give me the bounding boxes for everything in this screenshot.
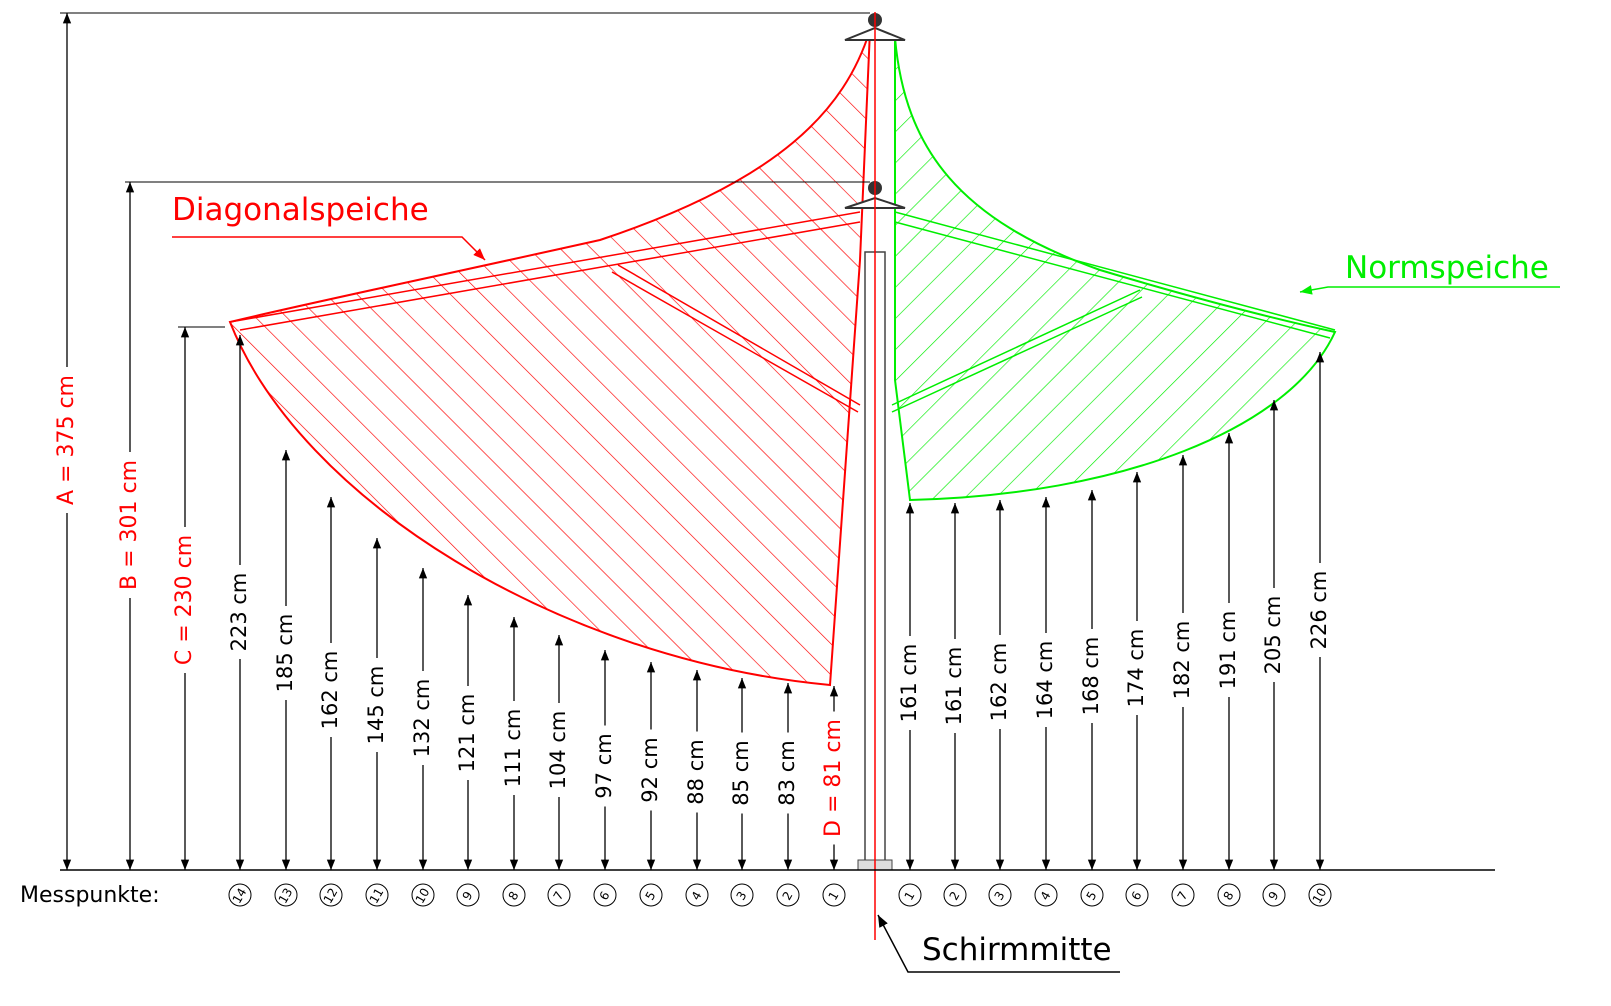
dimension-label: 226 cm — [1307, 571, 1331, 650]
point-marker — [639, 883, 663, 907]
point-number: 6 — [597, 889, 613, 903]
point-marker — [1308, 883, 1332, 907]
point-number: 6 — [1129, 889, 1145, 903]
dimension-label: 111 cm — [501, 709, 525, 788]
point-number: 7 — [1175, 889, 1191, 903]
dimension-label: 174 cm — [1124, 629, 1148, 708]
point-marker — [593, 883, 617, 907]
point-number: 1 — [826, 889, 842, 903]
norm-label: Normspeiche — [1345, 250, 1549, 286]
dimension-label: 185 cm — [273, 614, 297, 693]
point-number: 4 — [689, 889, 705, 903]
point-marker — [730, 883, 754, 907]
leader — [877, 914, 1120, 973]
dimension-label: 88 cm — [684, 739, 708, 804]
point-number: 8 — [506, 889, 522, 903]
dimension-label: B = 301 cm — [117, 460, 142, 590]
dimension-label: C = 230 cm — [172, 535, 197, 665]
dimension-label: 83 cm — [775, 740, 799, 805]
point-number: 2 — [947, 889, 963, 903]
point-marker — [776, 883, 800, 907]
points-title: Messpunkte: — [20, 883, 160, 908]
point-marker — [456, 883, 480, 907]
point-marker — [1262, 883, 1286, 907]
point-marker — [1217, 883, 1241, 907]
point-number: 7 — [551, 889, 567, 903]
point-number: 14 — [230, 886, 250, 906]
dimension-label: 145 cm — [364, 666, 388, 745]
point-marker — [228, 883, 252, 907]
dimension-label: 104 cm — [546, 711, 570, 790]
point-number: 4 — [1038, 889, 1054, 903]
point-number: 5 — [643, 889, 659, 903]
leader — [1299, 285, 1560, 295]
dimension-label: 182 cm — [1170, 621, 1194, 700]
point-number: 8 — [1221, 889, 1237, 903]
dimension-label: D = 81 cm — [821, 719, 846, 837]
point-marker — [943, 883, 967, 907]
dimension-label: 164 cm — [1033, 641, 1057, 720]
point-marker — [502, 883, 526, 907]
point-marker — [1034, 883, 1058, 907]
point-marker — [365, 883, 389, 907]
dimension-label: 85 cm — [729, 740, 753, 805]
dimension-label: 161 cm — [942, 647, 966, 726]
point-number: 3 — [734, 889, 750, 903]
point-marker — [274, 883, 298, 907]
measurements: A = 375 cm B = 301 cm C = 230 cm D = 81 cm 2… — [54, 13, 1332, 907]
diagonal-spoke — [229, 211, 861, 413]
point-marker — [898, 883, 922, 907]
leader — [172, 236, 486, 261]
dimension-label: 92 cm — [638, 737, 662, 802]
dimension-label: 132 cm — [410, 679, 434, 758]
dimension-label: 97 cm — [592, 733, 616, 798]
dimension-label: 168 cm — [1079, 637, 1103, 716]
point-number: 1 — [902, 889, 918, 903]
diagonal-canopy — [228, 29, 871, 687]
point-number: 13 — [276, 886, 296, 906]
point-marker — [1080, 883, 1104, 907]
point-marker — [822, 883, 846, 907]
point-marker — [1171, 883, 1195, 907]
point-marker — [685, 883, 709, 907]
point-number: 9 — [1266, 889, 1282, 903]
dimension-label: 223 cm — [227, 573, 251, 652]
center-label: Schirmmitte — [922, 932, 1112, 968]
diagonal-label: Diagonalspeiche — [172, 192, 429, 228]
point-marker — [1125, 883, 1149, 907]
norm-spoke — [891, 211, 1336, 413]
point-marker — [988, 883, 1012, 907]
norm-canopy — [894, 37, 1337, 502]
point-number: 11 — [367, 886, 387, 906]
dimension-label: 162 cm — [987, 643, 1011, 722]
point-number: 5 — [1084, 889, 1100, 903]
point-number: 2 — [780, 889, 796, 903]
dimension-label: 121 cm — [455, 694, 479, 773]
point-number: 3 — [992, 889, 1008, 903]
point-marker — [411, 883, 435, 907]
point-marker — [319, 883, 343, 907]
point-number: 10 — [1310, 886, 1330, 906]
point-number: 10 — [413, 886, 433, 906]
dimension-label: A = 375 cm — [54, 375, 79, 505]
dimension-label: 191 cm — [1216, 611, 1240, 690]
point-number: 12 — [321, 886, 341, 906]
point-number: 9 — [460, 889, 476, 903]
dimension-label: 205 cm — [1261, 596, 1285, 675]
dimension-label: 162 cm — [318, 651, 342, 730]
point-marker — [547, 883, 571, 907]
dimension-label: 161 cm — [897, 644, 921, 723]
